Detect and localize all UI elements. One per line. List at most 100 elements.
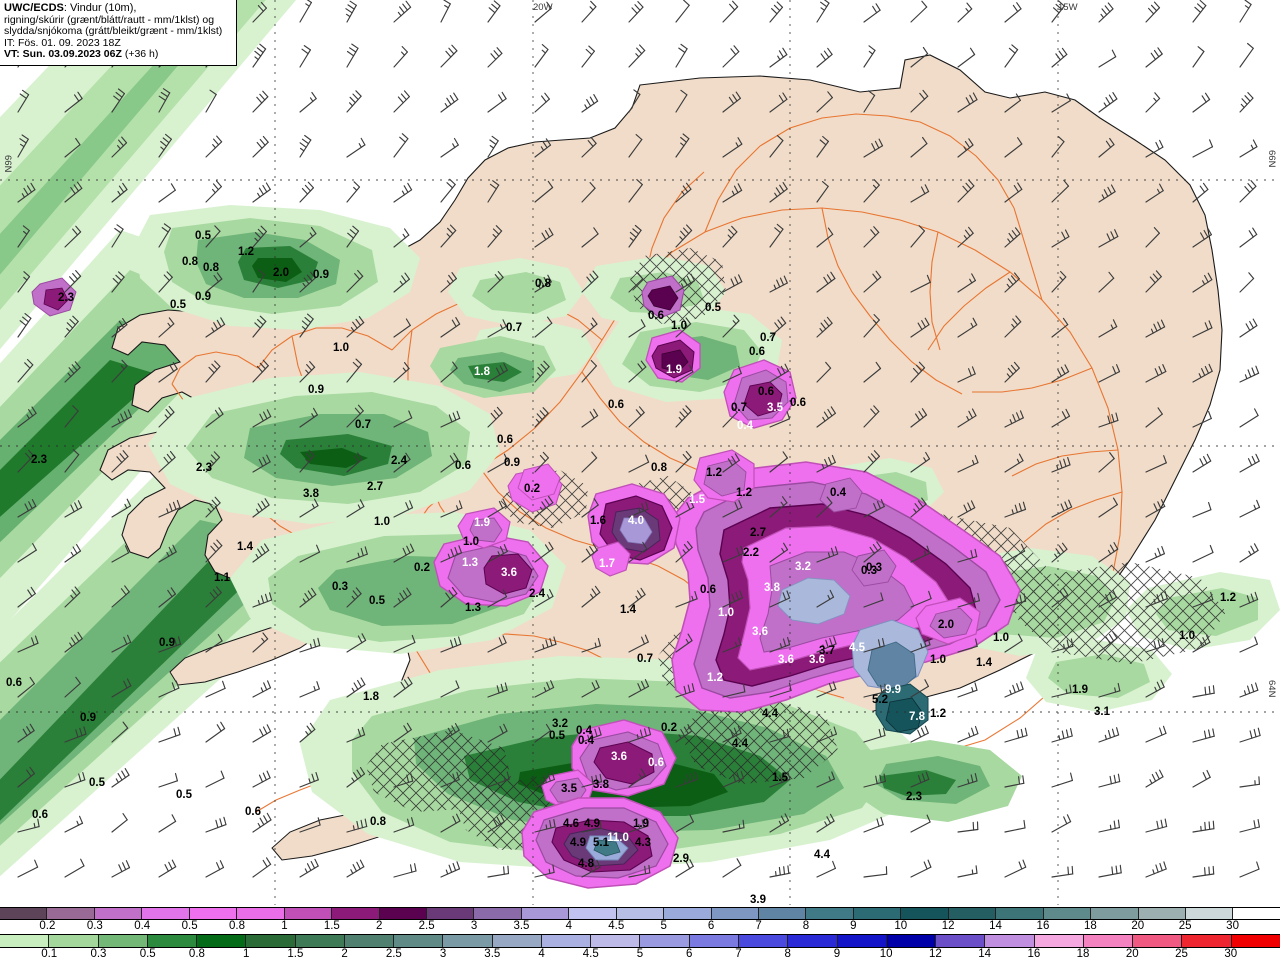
colorbar-swatch — [569, 908, 616, 919]
precip-value-label: 3.6 — [611, 751, 627, 763]
rain-colorbar[interactable] — [0, 934, 1280, 948]
colorbar-tick-label: 30 — [1224, 948, 1237, 960]
precip-value-label: 1.8 — [474, 366, 490, 378]
precip-value-label: 1.2 — [930, 708, 946, 720]
precip-value-label: 1.8 — [363, 691, 379, 703]
valid-time-line: VT: Sun. 03.09.2023 06Z (+36 h) — [4, 49, 232, 61]
colorbar-swatch — [1133, 935, 1182, 947]
colorbar-tick-label: 6 — [708, 920, 714, 932]
precip-value-label: 0.5 — [195, 230, 211, 242]
wind-barb-flag — [1205, 687, 1206, 695]
precip-value-label: 2.4 — [391, 455, 407, 467]
colorbar-swatch — [838, 935, 887, 947]
precip-value-label: 0.9 — [313, 269, 329, 281]
colorbar-swatch — [1139, 908, 1186, 919]
sleet-snow-colorbar[interactable] — [0, 907, 1280, 920]
colorbar-swatch — [1084, 935, 1133, 947]
colorbar-tick-label: 12 — [942, 920, 955, 932]
precip-value-label: 0.6 — [6, 677, 22, 689]
colorbar-swatch — [1233, 908, 1279, 919]
precip-value-label: 2.3 — [196, 462, 212, 474]
colorbar-swatch — [901, 908, 948, 919]
colorbar-swatch — [887, 935, 936, 947]
precip-value-label: 3.2 — [552, 718, 568, 730]
wind-barb-flag — [784, 867, 785, 875]
precip-value-label: 0.9 — [159, 637, 175, 649]
latitude-label: 66N — [2, 155, 13, 172]
precip-value-label: 3.1 — [1094, 706, 1110, 718]
wind-barb-half-flag — [972, 870, 973, 874]
colorbar-tick-label: 5 — [661, 920, 667, 932]
colorbar-tick-label: 3 — [440, 948, 446, 960]
precip-value-label: 0.9 — [504, 457, 520, 469]
colorbar-tick-label: 0.3 — [90, 948, 106, 960]
precip-value-label: 2.3 — [58, 292, 74, 304]
colorbar-swatch — [1035, 935, 1084, 947]
colorbar-tick-label: 7 — [755, 920, 761, 932]
latitude-label: 64N — [1266, 680, 1277, 697]
colorbar-tick-label: 8 — [784, 948, 790, 960]
precip-value-label: 0.6 — [608, 399, 624, 411]
colorbar-tick-label: 1 — [243, 948, 249, 960]
wind-barb-flag — [504, 867, 505, 874]
wind-barb-flag — [1213, 686, 1214, 694]
precip-value-label: 0.6 — [32, 809, 48, 821]
colorbar-swatch — [197, 935, 246, 947]
wind-barb-flag — [1205, 868, 1206, 876]
precip-value-label: 0.2 — [524, 483, 540, 495]
wind-barb-flag — [1209, 687, 1210, 694]
precip-value-label: 0.6 — [749, 346, 765, 358]
colorbar-swatch — [1232, 935, 1280, 947]
colorbar-swatch — [739, 935, 788, 947]
precip-value-label: 2.9 — [673, 853, 689, 865]
colorbar-tick-label: 0.8 — [189, 948, 205, 960]
colorbar-swatch — [522, 908, 569, 919]
colorbar-swatch — [759, 908, 806, 919]
colorbar-swatch — [493, 935, 542, 947]
precip-value-label: 0.5 — [176, 789, 192, 801]
colorbar-tick-label: 0.1 — [41, 948, 57, 960]
precip-value-label: 2.3 — [906, 791, 922, 803]
precip-value-label: 1.3 — [462, 557, 478, 569]
precip-value-label: 2.2 — [743, 547, 759, 559]
colorbar-swatch — [474, 908, 521, 919]
precip-value-label: 1.2 — [1220, 592, 1236, 604]
precip-value-label: 0.6 — [700, 584, 716, 596]
precip-value-label: 4.5 — [849, 642, 865, 654]
colorbar-tick-label: 4.5 — [608, 920, 624, 932]
colorbar-tick-label: 1.5 — [287, 948, 303, 960]
wind-barb-flag — [1213, 821, 1214, 829]
precip-value-label: 2.0 — [273, 267, 289, 279]
wind-barb-half-flag — [1110, 825, 1111, 829]
precip-value-label: 0.7 — [731, 402, 747, 414]
colorbar-tick-label: 14 — [989, 920, 1002, 932]
precip-value-label: 1.5 — [772, 772, 788, 784]
precip-value-label: 1.4 — [237, 541, 253, 553]
precip-value-label: 0.9 — [80, 712, 96, 724]
wind-barb-half-flag — [739, 824, 740, 828]
precip-value-label: 5.2 — [872, 694, 888, 706]
colorbar-swatch — [190, 908, 237, 919]
precip-value-label: 0.6 — [790, 397, 806, 409]
precip-value-label: 0.3 — [332, 581, 348, 593]
colorbar-tick-label: 0.3 — [87, 920, 103, 932]
precip-value-label: 0.5 — [705, 302, 721, 314]
precip-value-label: 0.6 — [455, 460, 471, 472]
precip-value-label: 0.7 — [506, 322, 522, 334]
precip-value-label: 1.0 — [671, 320, 687, 332]
wind-barb-half-flag — [549, 869, 550, 873]
colorbar-tick-label: 3 — [471, 920, 477, 932]
precip-value-label: 0.6 — [758, 386, 774, 398]
colorbar-tick-label: 2 — [376, 920, 382, 932]
colorbar-tick-label: 7 — [735, 948, 741, 960]
colorbar-tick-label: 16 — [1027, 948, 1040, 960]
wind-barb-half-flag — [1066, 689, 1067, 693]
precip-value-label: 3.6 — [809, 654, 825, 666]
precip-value-label: 0.4 — [578, 735, 594, 747]
precip-value-label: 7.8 — [909, 711, 925, 723]
colorbar-swatch — [427, 908, 474, 919]
colorbar-tick-label: 25 — [1179, 920, 1192, 932]
wind-barb-half-flag — [34, 824, 35, 828]
